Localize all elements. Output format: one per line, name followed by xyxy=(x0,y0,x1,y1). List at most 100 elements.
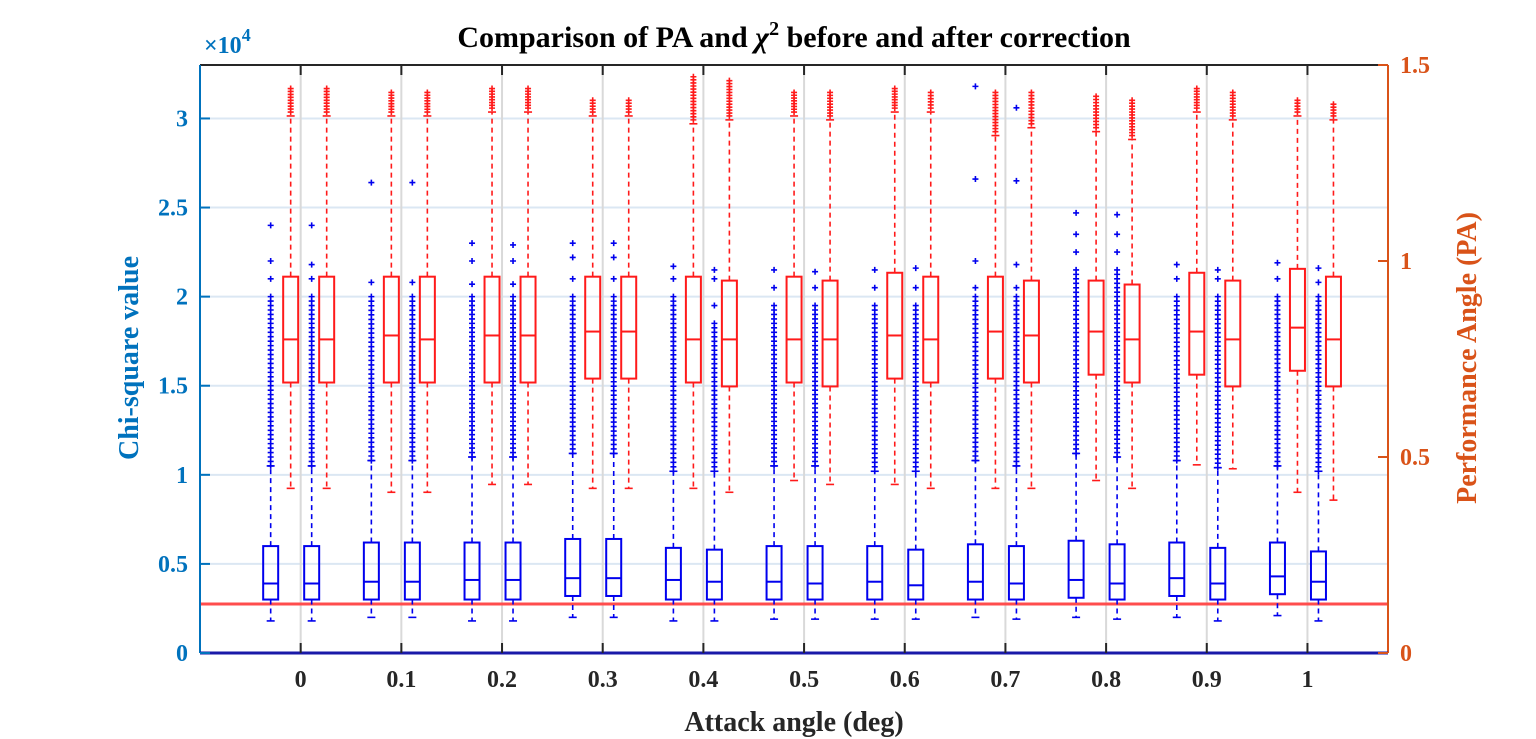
chi-outlier xyxy=(1013,284,1020,291)
chi-outlier xyxy=(610,293,617,300)
chi-outlier xyxy=(610,240,617,247)
chi-outlier xyxy=(308,261,315,268)
pa-box-9 xyxy=(720,77,738,494)
chi-outlier xyxy=(368,293,375,300)
chi-outlier xyxy=(469,258,476,264)
chi-outlier xyxy=(510,258,517,264)
left-tick-label: 1.5 xyxy=(158,374,188,400)
chi-outlier xyxy=(569,254,576,261)
pa-box-15 xyxy=(1022,89,1040,490)
chi-outlier xyxy=(711,275,718,282)
chi-box-12 xyxy=(866,266,884,620)
pa-outlier xyxy=(927,89,934,96)
chi-outlier xyxy=(812,268,819,275)
chi-outlier xyxy=(569,275,576,282)
chi-box-1 xyxy=(303,222,321,622)
chi-outlier xyxy=(812,302,819,309)
chi-iqr-box xyxy=(1007,545,1025,601)
chi-box-11 xyxy=(806,268,824,620)
chi-outlier xyxy=(1274,259,1281,266)
chi-outlier xyxy=(1214,293,1221,300)
pa-box-7 xyxy=(620,97,638,490)
chi-box-4 xyxy=(463,240,481,622)
chi-outlier xyxy=(409,279,416,286)
chi-outlier xyxy=(610,275,617,282)
chi-iqr-box xyxy=(1209,546,1227,601)
pa-iqr-box xyxy=(821,279,839,388)
chi-outlier xyxy=(1114,266,1121,273)
pa-box-21 xyxy=(1324,101,1342,501)
chi-outlier xyxy=(1073,266,1080,273)
chi-iqr-box xyxy=(564,537,582,597)
chi-iqr-box xyxy=(1309,550,1327,601)
chi-iqr-box xyxy=(765,545,783,601)
pa-box-5 xyxy=(519,85,537,486)
chi-iqr-box xyxy=(866,545,884,601)
chi-box-3 xyxy=(403,179,421,619)
performance-angle-boxes xyxy=(282,73,1342,501)
pa-outlier xyxy=(1229,89,1236,96)
pa-box-10 xyxy=(785,89,803,482)
chi-box-0 xyxy=(262,222,280,622)
chi-box-2 xyxy=(362,179,380,619)
pa-iqr-box xyxy=(584,275,602,380)
chi-outlier xyxy=(469,281,476,288)
chi-outlier xyxy=(267,293,274,300)
y-axis-exponent: ×104 xyxy=(204,25,251,59)
chi-outlier xyxy=(670,293,677,300)
pa-box-17 xyxy=(1123,97,1141,490)
chi-iqr-box xyxy=(362,541,380,601)
chi-outlier xyxy=(711,320,718,327)
chi-iqr-box xyxy=(262,545,280,601)
pa-box-6 xyxy=(584,97,602,490)
chi-box-5 xyxy=(504,241,522,622)
chi-outlier xyxy=(409,293,416,300)
axes-frame xyxy=(199,64,1389,655)
chi-iqr-box xyxy=(463,541,481,601)
chi-outlier xyxy=(510,241,517,248)
chi-outlier xyxy=(1315,293,1322,300)
chi-iqr-box xyxy=(403,541,421,601)
pa-outlier xyxy=(287,85,294,92)
y-axis-right-label: Performance Angle (PA) xyxy=(1452,212,1483,504)
tick-labels: 0 0.1 0.2 0.3 0.4 0.5 0.6 0.7 0.8 0.9 1 0 0.5 1 1.5 2 2.… xyxy=(158,53,1430,693)
chi-outlier xyxy=(972,284,979,291)
chi-iqr-box xyxy=(605,537,623,597)
chi-iqr-box xyxy=(907,548,925,601)
chi-iqr-box xyxy=(664,546,682,601)
pa-outlier xyxy=(625,97,632,104)
chi-box-9 xyxy=(705,266,723,622)
pa-box-4 xyxy=(483,85,501,486)
chi-outlier xyxy=(1073,209,1080,216)
chi-outlier xyxy=(771,266,778,273)
pa-iqr-box xyxy=(1224,279,1242,388)
pa-outlier xyxy=(1193,85,1200,92)
chi-outlier xyxy=(409,179,416,186)
chi-outlier xyxy=(1173,293,1180,300)
chi-iqr-box xyxy=(1108,543,1126,601)
x-tick-label: 0.7 xyxy=(990,667,1020,693)
pa-iqr-box xyxy=(382,275,400,384)
pa-outlier xyxy=(1294,97,1301,104)
chi-outlier xyxy=(871,266,878,273)
chi-outlier xyxy=(510,293,517,300)
chi-outlier xyxy=(711,266,718,273)
x-tick-label: 0.2 xyxy=(487,667,517,693)
pa-iqr-box xyxy=(922,275,940,384)
pa-iqr-box xyxy=(418,275,436,384)
chi-outlier xyxy=(1315,279,1322,286)
chi-outlier xyxy=(1114,249,1121,256)
chi-box-16 xyxy=(1067,209,1085,619)
right-tick-label: 1.5 xyxy=(1400,53,1430,79)
x-tick-label: 0.5 xyxy=(789,667,819,693)
chi-outlier xyxy=(871,302,878,309)
chi-outlier xyxy=(972,83,979,90)
chi-outlier xyxy=(267,275,274,282)
pa-iqr-box xyxy=(986,275,1004,380)
pa-outlier xyxy=(891,85,898,92)
chi-outlier xyxy=(1114,211,1121,218)
chi-box-7 xyxy=(605,240,623,619)
chi-outlier xyxy=(308,222,315,229)
chi-outlier xyxy=(569,240,576,247)
chi-outlier xyxy=(510,281,517,288)
